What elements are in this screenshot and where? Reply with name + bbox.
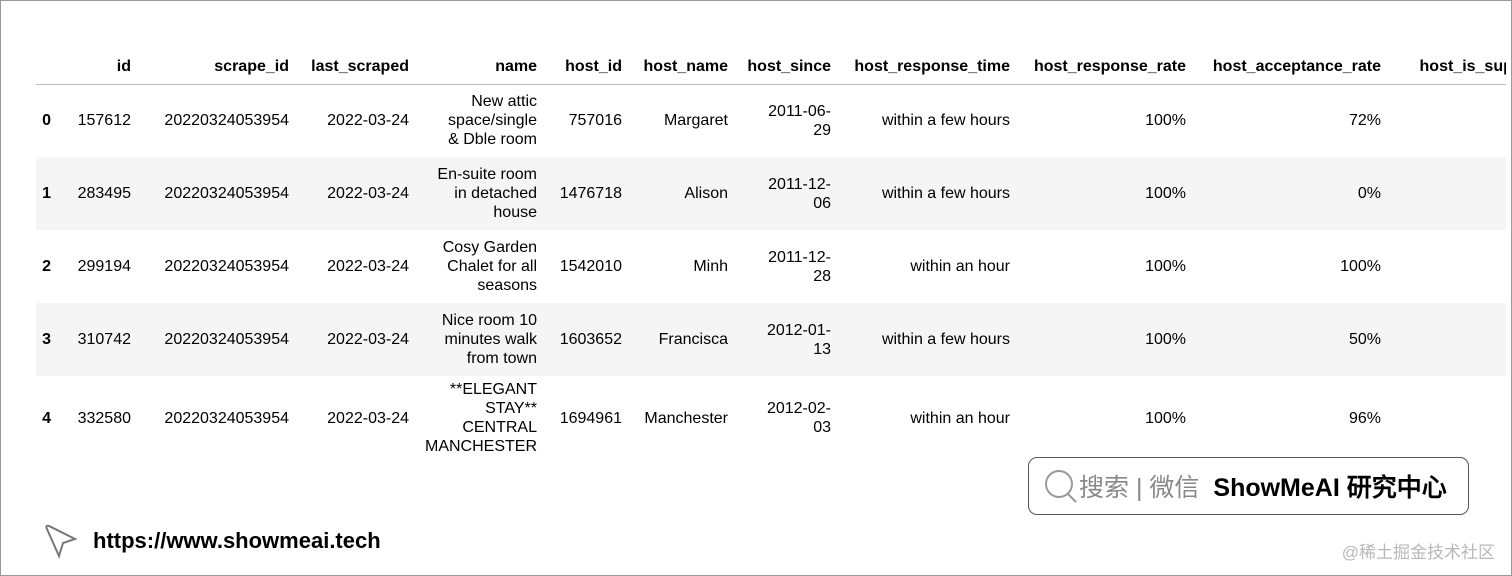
table-cell: 1542010 xyxy=(559,258,622,275)
row-index: 2 xyxy=(42,258,51,275)
table-cell: 0% xyxy=(1194,157,1389,230)
table-cell xyxy=(1389,157,1506,230)
table-cell: within an hour xyxy=(910,258,1010,275)
row-index: 1 xyxy=(36,157,59,230)
table-row: 2 299194 20220324053954 2022-03-24 Cosy Gard… xyxy=(36,230,1506,303)
row-index: 0 xyxy=(42,112,51,130)
table-cell: 20220324053954 xyxy=(164,112,289,130)
table-cell: 1476718 xyxy=(545,157,630,230)
search-icon xyxy=(1045,470,1077,503)
table-cell: 96% xyxy=(1348,409,1381,427)
table-row: 3 310742 20220324053954 2022-03-24 Nice room… xyxy=(36,303,1506,376)
column-header: host_acceptance_rate xyxy=(1194,51,1389,85)
table-cell: 72% xyxy=(1348,112,1381,130)
table-cell: 100% xyxy=(1145,258,1186,275)
table-cell xyxy=(1389,84,1506,157)
table-row: 0 157612 20220324053954 2022-03-24 New attic… xyxy=(36,84,1506,157)
table-cell: 2022-03-24 xyxy=(297,157,417,230)
row-index: 4 xyxy=(42,409,51,427)
column-header: host_response_rate xyxy=(1018,51,1194,85)
table-cell: 757016 xyxy=(568,112,622,130)
table-cell: 20220324053954 xyxy=(164,409,289,427)
brand-name: ShowMeAI 研究中心 xyxy=(1213,474,1447,502)
table-cell: within a few hours xyxy=(839,157,1018,230)
table-cell: 332580 xyxy=(77,409,131,427)
table-cell: 100% xyxy=(1145,409,1186,427)
table-cell: 2022-03-24 xyxy=(327,112,409,130)
row-index: 3 xyxy=(36,303,59,376)
column-header: id xyxy=(59,51,139,85)
table-cell: 100% xyxy=(1145,112,1186,130)
column-header: host_name xyxy=(630,51,736,85)
table-cell: 2022-03-24 xyxy=(327,409,409,427)
column-header: name xyxy=(417,51,545,85)
table-cell: 100% xyxy=(1340,258,1381,275)
table-cell: 2011-12- 06 xyxy=(736,157,839,230)
website-url: https://www.showmeai.tech xyxy=(93,528,381,553)
table-cell xyxy=(1389,230,1506,303)
table-cell: 2012-01- 13 xyxy=(736,303,839,376)
table-cell: 50% xyxy=(1194,303,1389,376)
table-cell: 2011-12- 28 xyxy=(768,248,831,285)
search-banner: 搜索 | 微信 ShowMeAI 研究中心 xyxy=(1028,457,1469,515)
table-cell xyxy=(1389,303,1506,376)
cursor-icon xyxy=(45,524,78,559)
table-cell: 2011-06- 29 xyxy=(768,102,831,139)
table-cell: 100% xyxy=(1018,303,1194,376)
column-header: host_id xyxy=(545,51,630,85)
table-cell: 310742 xyxy=(59,303,139,376)
table-cell: 1603652 xyxy=(545,303,630,376)
table-cell: Cosy Garden Chalet for all seasons xyxy=(442,239,537,294)
table-cell: Alison xyxy=(630,157,736,230)
table-cell: 1694961 xyxy=(559,409,622,427)
table-cell: **ELEGANT STAY** CENTRAL MANCHESTER xyxy=(424,381,537,455)
website-link[interactable]: https://www.showmeai.tech xyxy=(43,523,381,559)
table-cell: New attic space/single & Dble room xyxy=(448,93,537,149)
table-cell: Francisca xyxy=(630,303,736,376)
column-header: last_scraped xyxy=(297,51,417,85)
table-cell: 20220324053954 xyxy=(164,258,289,275)
table-cell: Nice room 10 minutes walk from town xyxy=(417,303,545,376)
table-row: 4 332580 20220324053954 2022-03-24 **ELEGANT… xyxy=(36,376,1506,460)
table-cell: Minh xyxy=(693,258,728,275)
column-header: host_since xyxy=(736,51,839,85)
dataframe-table: id scrape_id last_scraped name host_id host_n… xyxy=(36,51,1506,460)
table-cell: 100% xyxy=(1018,157,1194,230)
table-cell: 20220324053954 xyxy=(139,303,297,376)
column-header: host_is_super xyxy=(1389,51,1506,85)
table-cell: 2022-03-24 xyxy=(297,303,417,376)
table-cell: Margaret xyxy=(663,112,728,130)
table-cell: within an hour xyxy=(910,409,1010,427)
table-cell: within a few hours xyxy=(881,112,1010,130)
watermark: @稀土掘金技术社区 xyxy=(1341,543,1495,562)
table-cell: 299194 xyxy=(77,258,131,275)
table-cell: En-suite room in detached house xyxy=(417,157,545,230)
table-cell: within a few hours xyxy=(839,303,1018,376)
table-cell: 283495 xyxy=(59,157,139,230)
search-text: 搜索 | 微信 xyxy=(1079,474,1200,502)
table-row: 1 283495 20220324053954 2022-03-24 En-suite … xyxy=(36,157,1506,230)
header-row: id scrape_id last_scraped name host_id host_n… xyxy=(36,51,1506,85)
table-cell: 2022-03-24 xyxy=(327,258,409,275)
column-header xyxy=(36,51,59,85)
table-cell: Manchester xyxy=(644,409,728,427)
table-cell xyxy=(1389,376,1506,460)
column-header: host_response_time xyxy=(839,51,1018,85)
dataframe-table-container: id scrape_id last_scraped name host_id host_n… xyxy=(36,51,1506,460)
column-header: scrape_id xyxy=(139,51,297,85)
table-cell: 2012-02- 03 xyxy=(766,400,831,436)
table-cell: 157612 xyxy=(77,112,131,130)
table-cell: 20220324053954 xyxy=(139,157,297,230)
